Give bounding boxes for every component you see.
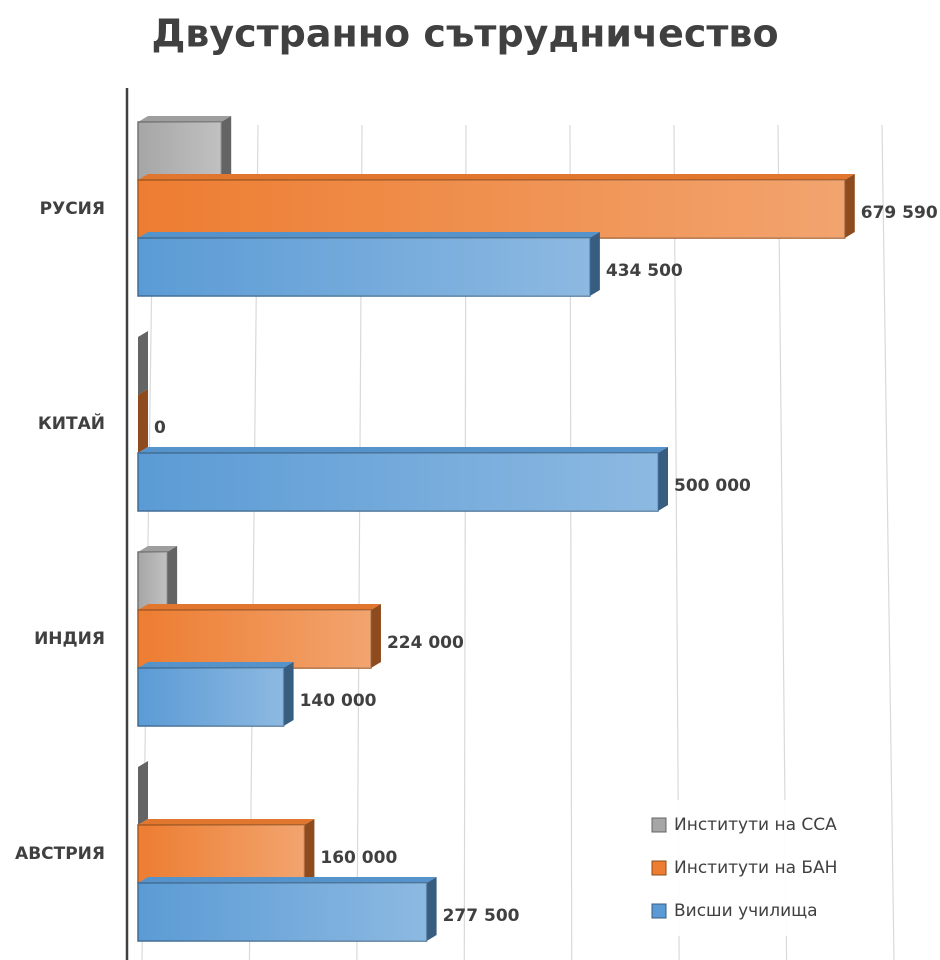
category-label: ИНДИЯ (34, 629, 105, 649)
bar (137, 232, 600, 297)
bar-side (370, 604, 381, 668)
bar-shine (138, 552, 168, 610)
legend-label: Висши училища (674, 901, 818, 921)
data-label: 224 000 (387, 633, 464, 653)
data-label: 500 000 (674, 476, 751, 496)
bar-top (138, 232, 600, 238)
bar (137, 662, 294, 727)
bar-shine (138, 180, 845, 238)
bar-shine (138, 122, 222, 180)
bar-side (426, 877, 437, 941)
bar (138, 389, 148, 453)
legend-box (640, 800, 862, 936)
category-label: РУСИЯ (40, 199, 105, 219)
bar-top (138, 662, 294, 668)
bar-side (844, 174, 855, 238)
bar-shine (138, 883, 427, 941)
bar (138, 761, 148, 825)
bar (137, 546, 178, 611)
bar-top (138, 174, 855, 180)
legend: Институти на ССА Институти на БАН Висши уч… (640, 800, 862, 936)
bar (137, 447, 668, 512)
bar-shine (138, 825, 305, 883)
category-label: КИТАЙ (38, 412, 105, 434)
bar-side (283, 662, 294, 726)
bar-side (658, 447, 668, 511)
bar-top (138, 819, 315, 825)
data-label: 160 000 (320, 848, 397, 868)
data-label: 434 500 (606, 261, 683, 281)
legend-swatch (651, 903, 667, 919)
bar-side (138, 389, 148, 453)
data-label: 140 000 (300, 691, 377, 711)
data-label: 277 500 (443, 906, 520, 926)
bar (137, 604, 381, 669)
bar-top (138, 877, 437, 883)
bar-top (138, 546, 178, 552)
bar-side (138, 331, 148, 395)
bar (138, 331, 148, 395)
bar-side (138, 761, 148, 825)
bar-side (304, 819, 315, 883)
legend-label: Институти на БАН (674, 858, 837, 878)
chart-title: Двустранно сътрудничество (151, 12, 778, 56)
bar-side (221, 116, 232, 180)
bar (137, 174, 855, 239)
legend-swatch (651, 860, 667, 876)
legend-swatch (651, 817, 667, 833)
bar (137, 877, 437, 942)
bar-shine (138, 238, 590, 296)
bar-side (167, 546, 178, 610)
bar-shine (138, 610, 371, 668)
bar-shine (138, 668, 284, 726)
grid-line (881, 124, 895, 960)
data-label: 0 (154, 418, 166, 438)
bar-side (589, 232, 600, 296)
legend-label: Институти на ССА (674, 815, 837, 835)
bar (137, 819, 315, 884)
bar-top (138, 116, 232, 122)
bar-top (138, 604, 381, 610)
category-label: АВСТРИЯ (15, 844, 105, 864)
bar-shine (138, 453, 658, 511)
bar-top (138, 447, 668, 453)
bar (137, 116, 232, 181)
data-label: 679 590 (861, 203, 938, 223)
